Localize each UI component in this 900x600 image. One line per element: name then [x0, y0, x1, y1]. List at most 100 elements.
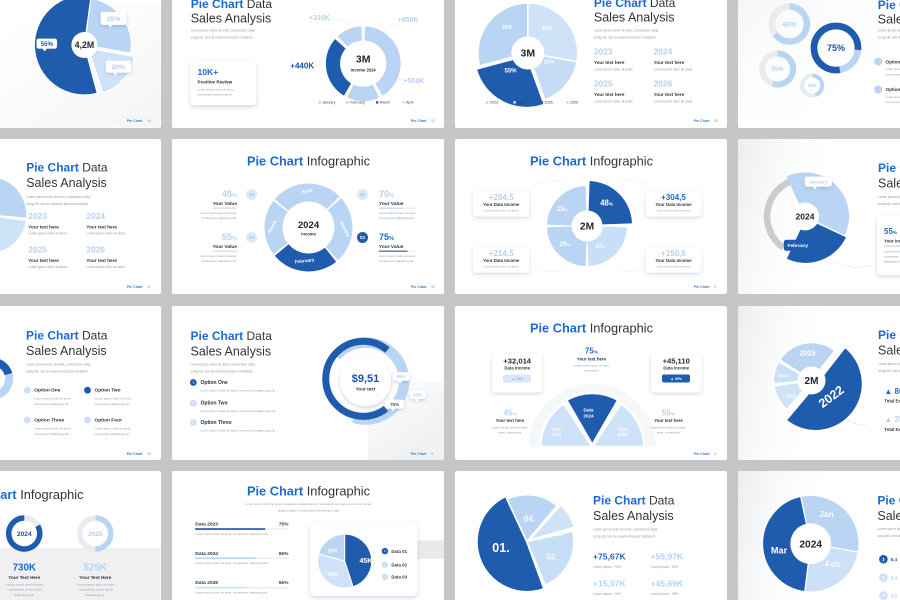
svg-text:25%: 25% [557, 206, 568, 213]
svg-text:75%: 75% [379, 232, 394, 242]
svg-text:Your Value: Your Value [212, 245, 237, 251]
svg-text:Your text here: Your text here [654, 418, 683, 423]
svg-text:25%: 25% [559, 241, 570, 248]
svg-text:Pie Chart: Pie Chart [410, 452, 427, 456]
svg-text:Pie Chart: Pie Chart [410, 120, 427, 124]
svg-text:Pie Chart Data: Pie Chart Data [26, 328, 108, 342]
svg-text:2025: 2025 [618, 432, 628, 437]
svg-text:9: 9 [431, 452, 433, 456]
svg-text:Lorem ipsum dolor sit amet, co: Lorem ipsum dolor sit amet, consectetur … [190, 362, 255, 366]
svg-text:scing elit, sed do eiusmod tem: scing elit, sed do eiusmod tempor incidi… [878, 534, 900, 538]
svg-text:Lorem ipsum dolor sit amet,: Lorem ipsum dolor sit amet, [34, 396, 71, 400]
svg-text:amet, consectetur: amet, consectetur [657, 430, 680, 434]
svg-text:$9,51: $9,51 [351, 373, 379, 385]
svg-text:Lorem ipsum dolor sit amet,: Lorem ipsum dolor sit amet, [95, 426, 132, 430]
svg-text:65%: 65% [396, 374, 405, 379]
svg-text:Lorem ipsum dolor sit amet,: Lorem ipsum dolor sit amet, [650, 425, 686, 429]
svg-text:Data: Data [583, 407, 593, 412]
svg-text:25%: 25% [107, 16, 121, 23]
svg-text:Total Expenses: Total Expenses [885, 427, 900, 432]
svg-text:2024: 2024 [796, 212, 815, 222]
svg-text:29K: 29K [327, 573, 338, 579]
svg-text:Lorem ipsum dolor sit amet,: Lorem ipsum dolor sit amet, [573, 363, 609, 367]
svg-text:Sales Analysis: Sales Analysis [878, 509, 900, 523]
svg-text:01: 01 [360, 192, 365, 197]
svg-text:Pie Chart Infographic: Pie Chart Infographic [530, 154, 654, 169]
svg-text:+150,5: +150,5 [661, 250, 686, 259]
svg-text:consectetur adipiscing elit.: consectetur adipiscing elit. [95, 402, 130, 406]
svg-text:dalipiscing elit.: dalipiscing elit. [15, 593, 35, 597]
svg-text:Total Expenses: Total Expenses [885, 398, 900, 403]
svg-text:Lorem ipsum dolor sit amet, co: Lorem ipsum dolor sit amet, consectetur … [878, 527, 900, 531]
svg-text:Lorem ipsum dolor sit amet,: Lorem ipsum dolor sit amet, [86, 232, 125, 236]
svg-text:scing elit, sed do eiusmod tem: scing elit, sed do eiusmod tempor incidi… [878, 202, 900, 206]
svg-text:+304,5: +304,5 [661, 193, 686, 202]
svg-text:▲ 15%: ▲ 15% [511, 377, 524, 381]
svg-text:Your Text Here: Your Text Here [8, 575, 40, 580]
svg-text:Pie Chart Data: Pie Chart Data [594, 0, 676, 10]
svg-text:2025: 2025 [544, 101, 552, 105]
svg-text:2024: 2024 [800, 540, 823, 551]
svg-text:75%: 75% [278, 522, 288, 528]
svg-text:2M: 2M [805, 376, 819, 387]
svg-text:Pie Chart Data: Pie Chart Data [878, 0, 900, 12]
svg-text:Lorem ipsum dolor sit amet, co: Lorem ipsum dolor sit amet, consectetur … [593, 528, 658, 532]
svg-text:Data Income: Data Income [663, 365, 689, 370]
svg-text:Pie Chart Infographic: Pie Chart Infographic [247, 154, 371, 169]
svg-text:Your text here: Your text here [86, 259, 117, 264]
svg-text:2023: 2023 [28, 212, 47, 222]
svg-text:2025: 2025 [800, 350, 816, 357]
svg-text:Data 01: Data 01 [391, 549, 407, 554]
svg-text:3M: 3M [355, 54, 370, 66]
svg-text:Your text here: Your text here [653, 92, 684, 97]
svg-text:scing elit, sed do eiusmod tem: scing elit, sed do eiusmod tempor incidi… [594, 36, 656, 40]
svg-text:Lorem ipsum dolor sit amet,: Lorem ipsum dolor sit amet, [200, 211, 237, 215]
svg-text:Lorem ipsum dolor sit amet,: Lorem ipsum dolor sit amet, [483, 209, 519, 213]
svg-text:Lorem ipsum dolor sit amet, co: Lorem ipsum dolor sit amet, consectetur … [195, 562, 268, 566]
svg-text:aliquam sapien a nisl varius p: aliquam sapien a nisl varius pellentesqu… [277, 509, 339, 513]
svg-text:Your text here: Your text here [496, 418, 525, 423]
svg-text:01.: 01. [492, 541, 509, 555]
svg-text:Your Text Here: Your Text Here [79, 575, 111, 580]
svg-text:Option Two: Option Two [95, 388, 121, 394]
svg-text:3,4: 3,4 [891, 576, 898, 582]
svg-text:❯: ❯ [882, 594, 885, 598]
svg-text:Pie Chart: Pie Chart [127, 452, 144, 456]
svg-text:Lorem ipsum dolor sit amet,: Lorem ipsum dolor sit amet, [379, 254, 416, 258]
svg-text:2023: 2023 [594, 47, 613, 57]
svg-text:+32,014: +32,014 [503, 356, 531, 365]
svg-text:55%: 55% [222, 232, 237, 242]
svg-text:Your text here: Your text here [28, 225, 59, 230]
svg-text:20%: 20% [543, 60, 554, 66]
svg-text:Lorem ipsum dolor sit amet, co: Lorem ipsum dolor sit amet, consectetur … [190, 29, 255, 33]
svg-text:Option One: Option One [886, 60, 900, 65]
svg-text:Lorem ipsum dolor sit amet,: Lorem ipsum dolor sit amet, [594, 68, 633, 72]
svg-text:Pie Chart Infographic: Pie Chart Infographic [530, 320, 654, 335]
svg-text:Your text here: Your text here [577, 356, 607, 361]
svg-text:2026: 2026 [86, 245, 105, 255]
svg-text:Lorem ipsum dolor sit amet, co: Lorem ipsum dolor sit amet, consectetur … [245, 502, 372, 506]
svg-text:10K+: 10K+ [197, 67, 218, 77]
svg-text:scing elit, sed do eiusmod tem: scing elit, sed do eiusmod tempor incidi… [878, 369, 900, 373]
svg-text:45%: 45% [541, 26, 552, 32]
svg-text:35%: 35% [501, 25, 512, 31]
svg-text:55%: 55% [884, 227, 898, 236]
svg-text:2024: 2024 [653, 47, 672, 57]
svg-text:15: 15 [714, 120, 718, 124]
svg-text:consectetur adipiscing elit.: consectetur adipiscing elit. [95, 432, 130, 436]
svg-text:2025: 2025 [28, 245, 47, 255]
svg-text:Lorem ipsum dolor sit amet,: Lorem ipsum dolor sit amet, [653, 100, 692, 104]
svg-text:Sales Analysis: Sales Analysis [26, 176, 107, 190]
svg-text:2026: 2026 [653, 79, 672, 89]
svg-text:Your Value: Your Value [379, 202, 404, 208]
svg-text:Pie Chart: Pie Chart [694, 120, 711, 124]
svg-text:March: March [379, 101, 389, 105]
svg-text:consectetur adipiscing elit.: consectetur adipiscing elit. [886, 101, 900, 105]
svg-text:Jan: Jan [819, 509, 834, 519]
svg-text:• consectetur Lorem ipsum: • consectetur Lorem ipsum [78, 588, 114, 592]
svg-text:+500K: +500K [403, 78, 424, 85]
svg-text:April: April [301, 188, 312, 194]
svg-text:20K: 20K [327, 549, 338, 555]
svg-text:February: February [350, 101, 365, 105]
svg-text:Your text here: Your text here [86, 225, 117, 230]
